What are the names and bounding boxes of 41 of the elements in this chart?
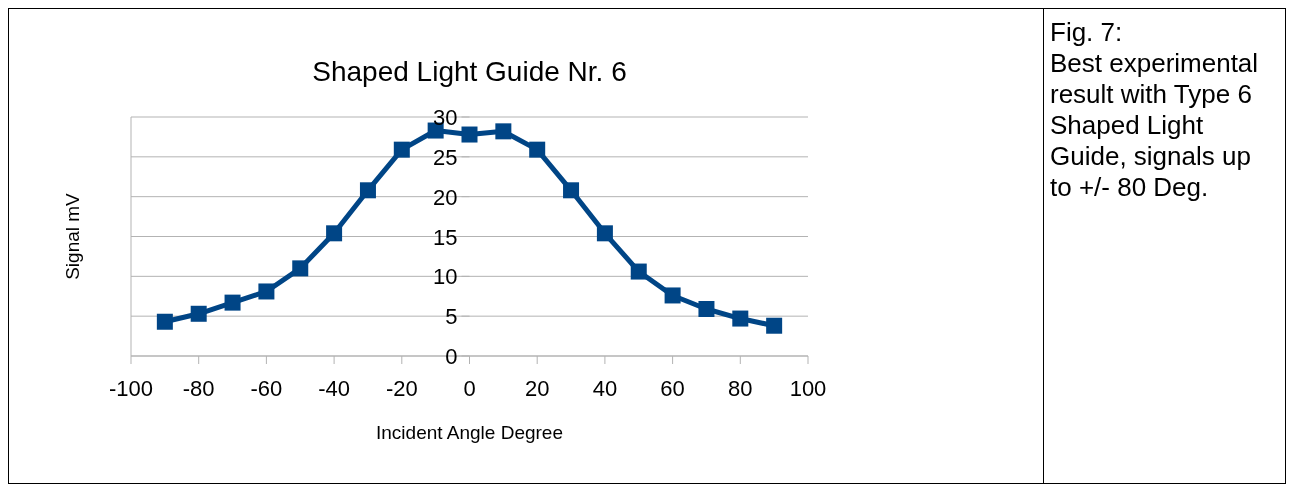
y-axis-title: Signal mV [62,192,83,280]
point [563,182,580,199]
point [156,313,173,330]
x-tick-label: 80 [728,375,753,401]
point [292,260,309,277]
y-tick-label: 30 [433,105,458,130]
x-axis-title: Incident Angle Degree [376,422,563,443]
y-tick-label: 15 [433,224,458,250]
y-tick-label: 10 [433,264,458,290]
x-tick-label: 0 [463,375,476,401]
x-tick-label: -80 [182,375,215,401]
point [190,305,207,322]
point [326,225,343,242]
y-tick-label: 5 [445,304,458,330]
x-tick-label: -100 [108,375,154,401]
point [258,283,275,300]
x-tick-label: 60 [660,375,685,401]
x-tick-label: -60 [250,375,283,401]
x-tick-label: 100 [789,375,827,401]
caption: Fig. 7: [1050,17,1124,48]
point [766,317,783,334]
y-tick-label: 25 [433,144,458,170]
y-tick-label: 20 [433,184,458,210]
point [359,182,376,199]
text: Best experimental result with Type 6 Shaped Light Guide, signals up to +/- 80 Deg. [1050,48,1260,203]
y-tick-label: 0 [445,344,458,369]
point [224,294,241,311]
point [630,263,647,280]
point [664,287,681,304]
x-tick-label: 40 [592,375,618,401]
point [461,126,478,143]
point [732,310,749,327]
point [698,301,715,317]
point [529,141,546,158]
point [393,141,410,158]
x-tick-label: -20 [385,375,418,401]
point [596,225,613,242]
x-tick-label: 20 [524,375,550,401]
chart-title: Shaped Light Guide Nr. 6 [312,56,627,87]
point [495,123,512,140]
x-tick-label: -40 [318,375,350,401]
